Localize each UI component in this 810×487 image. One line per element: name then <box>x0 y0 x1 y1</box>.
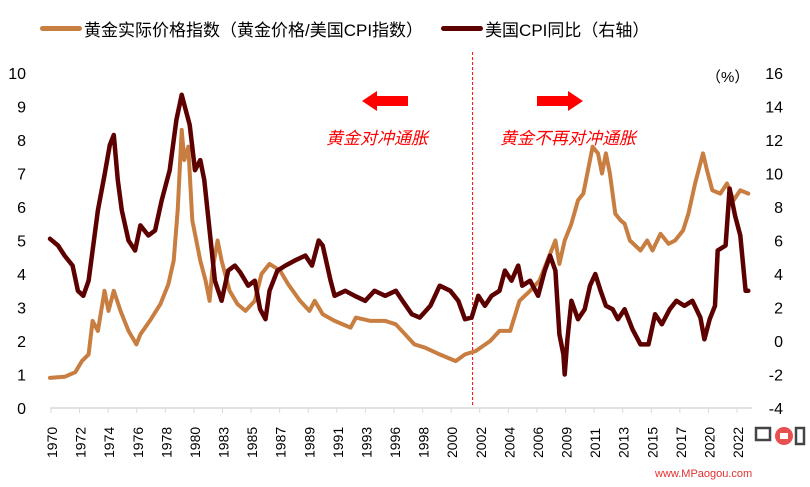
x-tick-label: 1996 <box>387 427 403 458</box>
y-right-tick-label: 4 <box>774 267 783 284</box>
x-tick-label: 2017 <box>673 427 689 458</box>
right-arrow-icon <box>537 91 583 111</box>
y-right-tick-label: -4 <box>769 401 783 418</box>
x-tick-label: 1978 <box>158 427 174 458</box>
y-right-tick-label: 12 <box>765 133 783 150</box>
annotation-right: 黄金不再对冲通胀 <box>500 129 636 148</box>
x-tick-label: 1983 <box>216 427 232 458</box>
annotation-left: 黄金对冲通胀 <box>326 129 428 148</box>
series-line-us-cpi-yoy <box>47 92 751 377</box>
x-tick-label: 2009 <box>559 427 575 458</box>
legend-label-cpi: 美国CPI同比（右轴） <box>485 21 650 40</box>
y-right-tick-label: 6 <box>774 234 783 251</box>
legend-label-gold: 黄金实际价格指数（黄金价格/美国CPI指数） <box>84 21 424 40</box>
y-right-tick-label: -2 <box>769 368 783 385</box>
x-tick-label: 1991 <box>330 427 346 458</box>
x-tick-label: 2002 <box>473 427 489 458</box>
watermark-logo-icon <box>780 433 788 439</box>
y-right-tick-label: 10 <box>765 167 783 184</box>
x-tick-label: 2022 <box>730 427 746 458</box>
y-left-tick-label: 1 <box>17 368 26 385</box>
x-tick-label: 2000 <box>444 427 460 458</box>
y-left-tick-label: 0 <box>17 401 26 418</box>
legend: 黄金实际价格指数（黄金价格/美国CPI指数） 美国CPI同比（右轴） <box>40 16 649 41</box>
x-tick-label: 1987 <box>273 427 289 458</box>
y-right-tick-label: 8 <box>774 200 783 217</box>
x-tick-label: 2013 <box>616 427 632 458</box>
series-line-gold-real-price <box>48 127 751 380</box>
y-left-tick-label: 2 <box>17 334 26 351</box>
x-tick-label: 1993 <box>358 427 374 458</box>
y-left-tick-label: 7 <box>17 167 26 184</box>
legend-swatch-gold <box>40 26 82 31</box>
x-tick-label: 2004 <box>501 427 517 458</box>
watermark-url: www.MPaogou.com <box>655 468 753 480</box>
x-tick-label: 1970 <box>44 427 60 458</box>
y-left-tick-label: 5 <box>17 234 26 251</box>
x-tick-label: 2011 <box>587 428 603 458</box>
x-tick-label: 1998 <box>416 427 432 458</box>
y-right-tick-label: 2 <box>774 301 783 318</box>
legend-swatch-cpi <box>441 26 484 31</box>
watermark-logo-icon <box>754 426 772 442</box>
y-left-tick-label: 10 <box>8 66 26 83</box>
watermark-logo-icon <box>794 426 806 446</box>
y-left-tick-label: 3 <box>17 301 26 318</box>
x-tick-label: 1989 <box>301 427 317 458</box>
y-right-tick-label: 14 <box>765 100 783 117</box>
y-right-tick-label: 0 <box>774 334 783 351</box>
x-tick-label: 1976 <box>130 427 146 458</box>
y-left-tick-label: 6 <box>17 200 26 217</box>
x-tick-label: 2006 <box>530 427 546 458</box>
y-left-tick-label: 9 <box>17 100 26 117</box>
x-tick-label: 1974 <box>101 427 117 458</box>
x-tick-label: 2015 <box>644 427 660 458</box>
x-tick-label: 2020 <box>701 427 717 458</box>
left-arrow-icon <box>362 91 408 111</box>
y-left-tick-label: 8 <box>17 133 26 150</box>
y-right-tick-label: 16 <box>765 66 783 83</box>
y-right-unit: （%） <box>706 69 749 86</box>
y-left-tick-label: 4 <box>17 267 26 284</box>
x-tick-label: 1985 <box>244 427 260 458</box>
x-tick-label: 1980 <box>187 427 203 458</box>
x-tick-label: 1972 <box>73 427 89 458</box>
